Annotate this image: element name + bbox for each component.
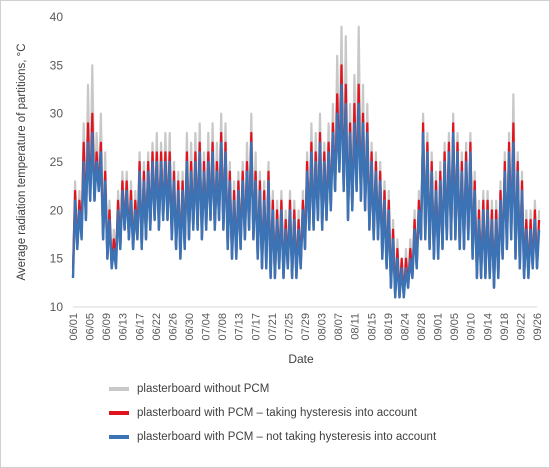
legend-label: plasterboard with PCM – taking hysteresi… bbox=[137, 407, 417, 419]
chart-svg: 10 15 20 25 30 35 40 06/01 06/05 06/09 06/13 06/17… bbox=[16, 10, 544, 366]
y-axis-label: Average radiation temperature of partiti… bbox=[16, 43, 28, 280]
x-tick-label: 09/14 bbox=[482, 313, 494, 341]
legend-swatch bbox=[109, 411, 129, 415]
x-tick-label: 09/18 bbox=[499, 313, 511, 341]
x-tick-label: 08/11 bbox=[350, 313, 362, 340]
legend-item-3: plasterboard with PCM – not taking hyste… bbox=[109, 425, 436, 449]
x-tick-label: 06/22 bbox=[151, 313, 163, 341]
x-tick-label: 09/01 bbox=[433, 313, 445, 341]
y-tick-label: 15 bbox=[50, 252, 64, 266]
legend-swatch bbox=[109, 387, 129, 391]
x-tick-label: 06/05 bbox=[85, 313, 97, 341]
x-tick-label: 08/03 bbox=[317, 313, 329, 341]
x-tick-label: 06/26 bbox=[167, 313, 179, 341]
legend-label: plasterboard with PCM – not taking hyste… bbox=[137, 431, 437, 443]
x-tick-label: 06/30 bbox=[184, 313, 196, 341]
legend-item-2: plasterboard with PCM – taking hysteresi… bbox=[109, 401, 436, 425]
x-tick-label: 06/17 bbox=[134, 313, 146, 341]
legend: plasterboard without PCM plasterboard wit… bbox=[109, 377, 436, 449]
x-tick-label: 09/22 bbox=[515, 313, 527, 341]
x-tick-label: 06/09 bbox=[101, 313, 113, 341]
x-tick-label: 08/28 bbox=[416, 313, 428, 341]
x-tick-label: 06/13 bbox=[118, 313, 130, 341]
x-axis: 06/01 06/05 06/09 06/13 06/17 06/22 06/26 06/30… bbox=[68, 306, 544, 341]
x-axis-label: Date bbox=[288, 352, 314, 366]
x-tick-label: 06/01 bbox=[68, 313, 80, 341]
y-tick-label: 10 bbox=[50, 300, 64, 314]
y-tick-label: 30 bbox=[50, 107, 64, 121]
x-tick-label: 08/19 bbox=[383, 313, 395, 341]
legend-swatch bbox=[109, 435, 129, 439]
y-tick-label: 35 bbox=[50, 58, 64, 72]
plot-area bbox=[71, 25, 541, 299]
x-tick-label: 08/24 bbox=[399, 313, 411, 341]
x-tick-label: 07/17 bbox=[250, 313, 262, 341]
legend-label: plasterboard without PCM bbox=[137, 383, 270, 395]
x-tick-label: 08/07 bbox=[333, 313, 345, 341]
y-axis: 10 15 20 25 30 35 40 bbox=[50, 10, 64, 314]
x-tick-label: 07/21 bbox=[267, 313, 279, 341]
x-tick-label: 09/26 bbox=[532, 313, 544, 341]
x-tick-label: 07/29 bbox=[300, 313, 312, 341]
x-tick-label: 07/25 bbox=[283, 313, 295, 341]
x-tick-label: 09/05 bbox=[449, 313, 461, 341]
x-tick-label: 08/15 bbox=[366, 313, 378, 341]
x-tick-label: 07/04 bbox=[201, 313, 213, 341]
y-tick-label: 25 bbox=[50, 155, 64, 169]
x-tick-label: 07/08 bbox=[217, 313, 229, 341]
series-line-3 bbox=[71, 83, 541, 299]
x-tick-label: 09/10 bbox=[466, 313, 478, 341]
y-tick-label: 20 bbox=[50, 203, 64, 217]
y-tick-label: 40 bbox=[50, 10, 64, 24]
x-tick-label: 07/13 bbox=[234, 313, 246, 341]
legend-item-1: plasterboard without PCM bbox=[109, 377, 436, 401]
